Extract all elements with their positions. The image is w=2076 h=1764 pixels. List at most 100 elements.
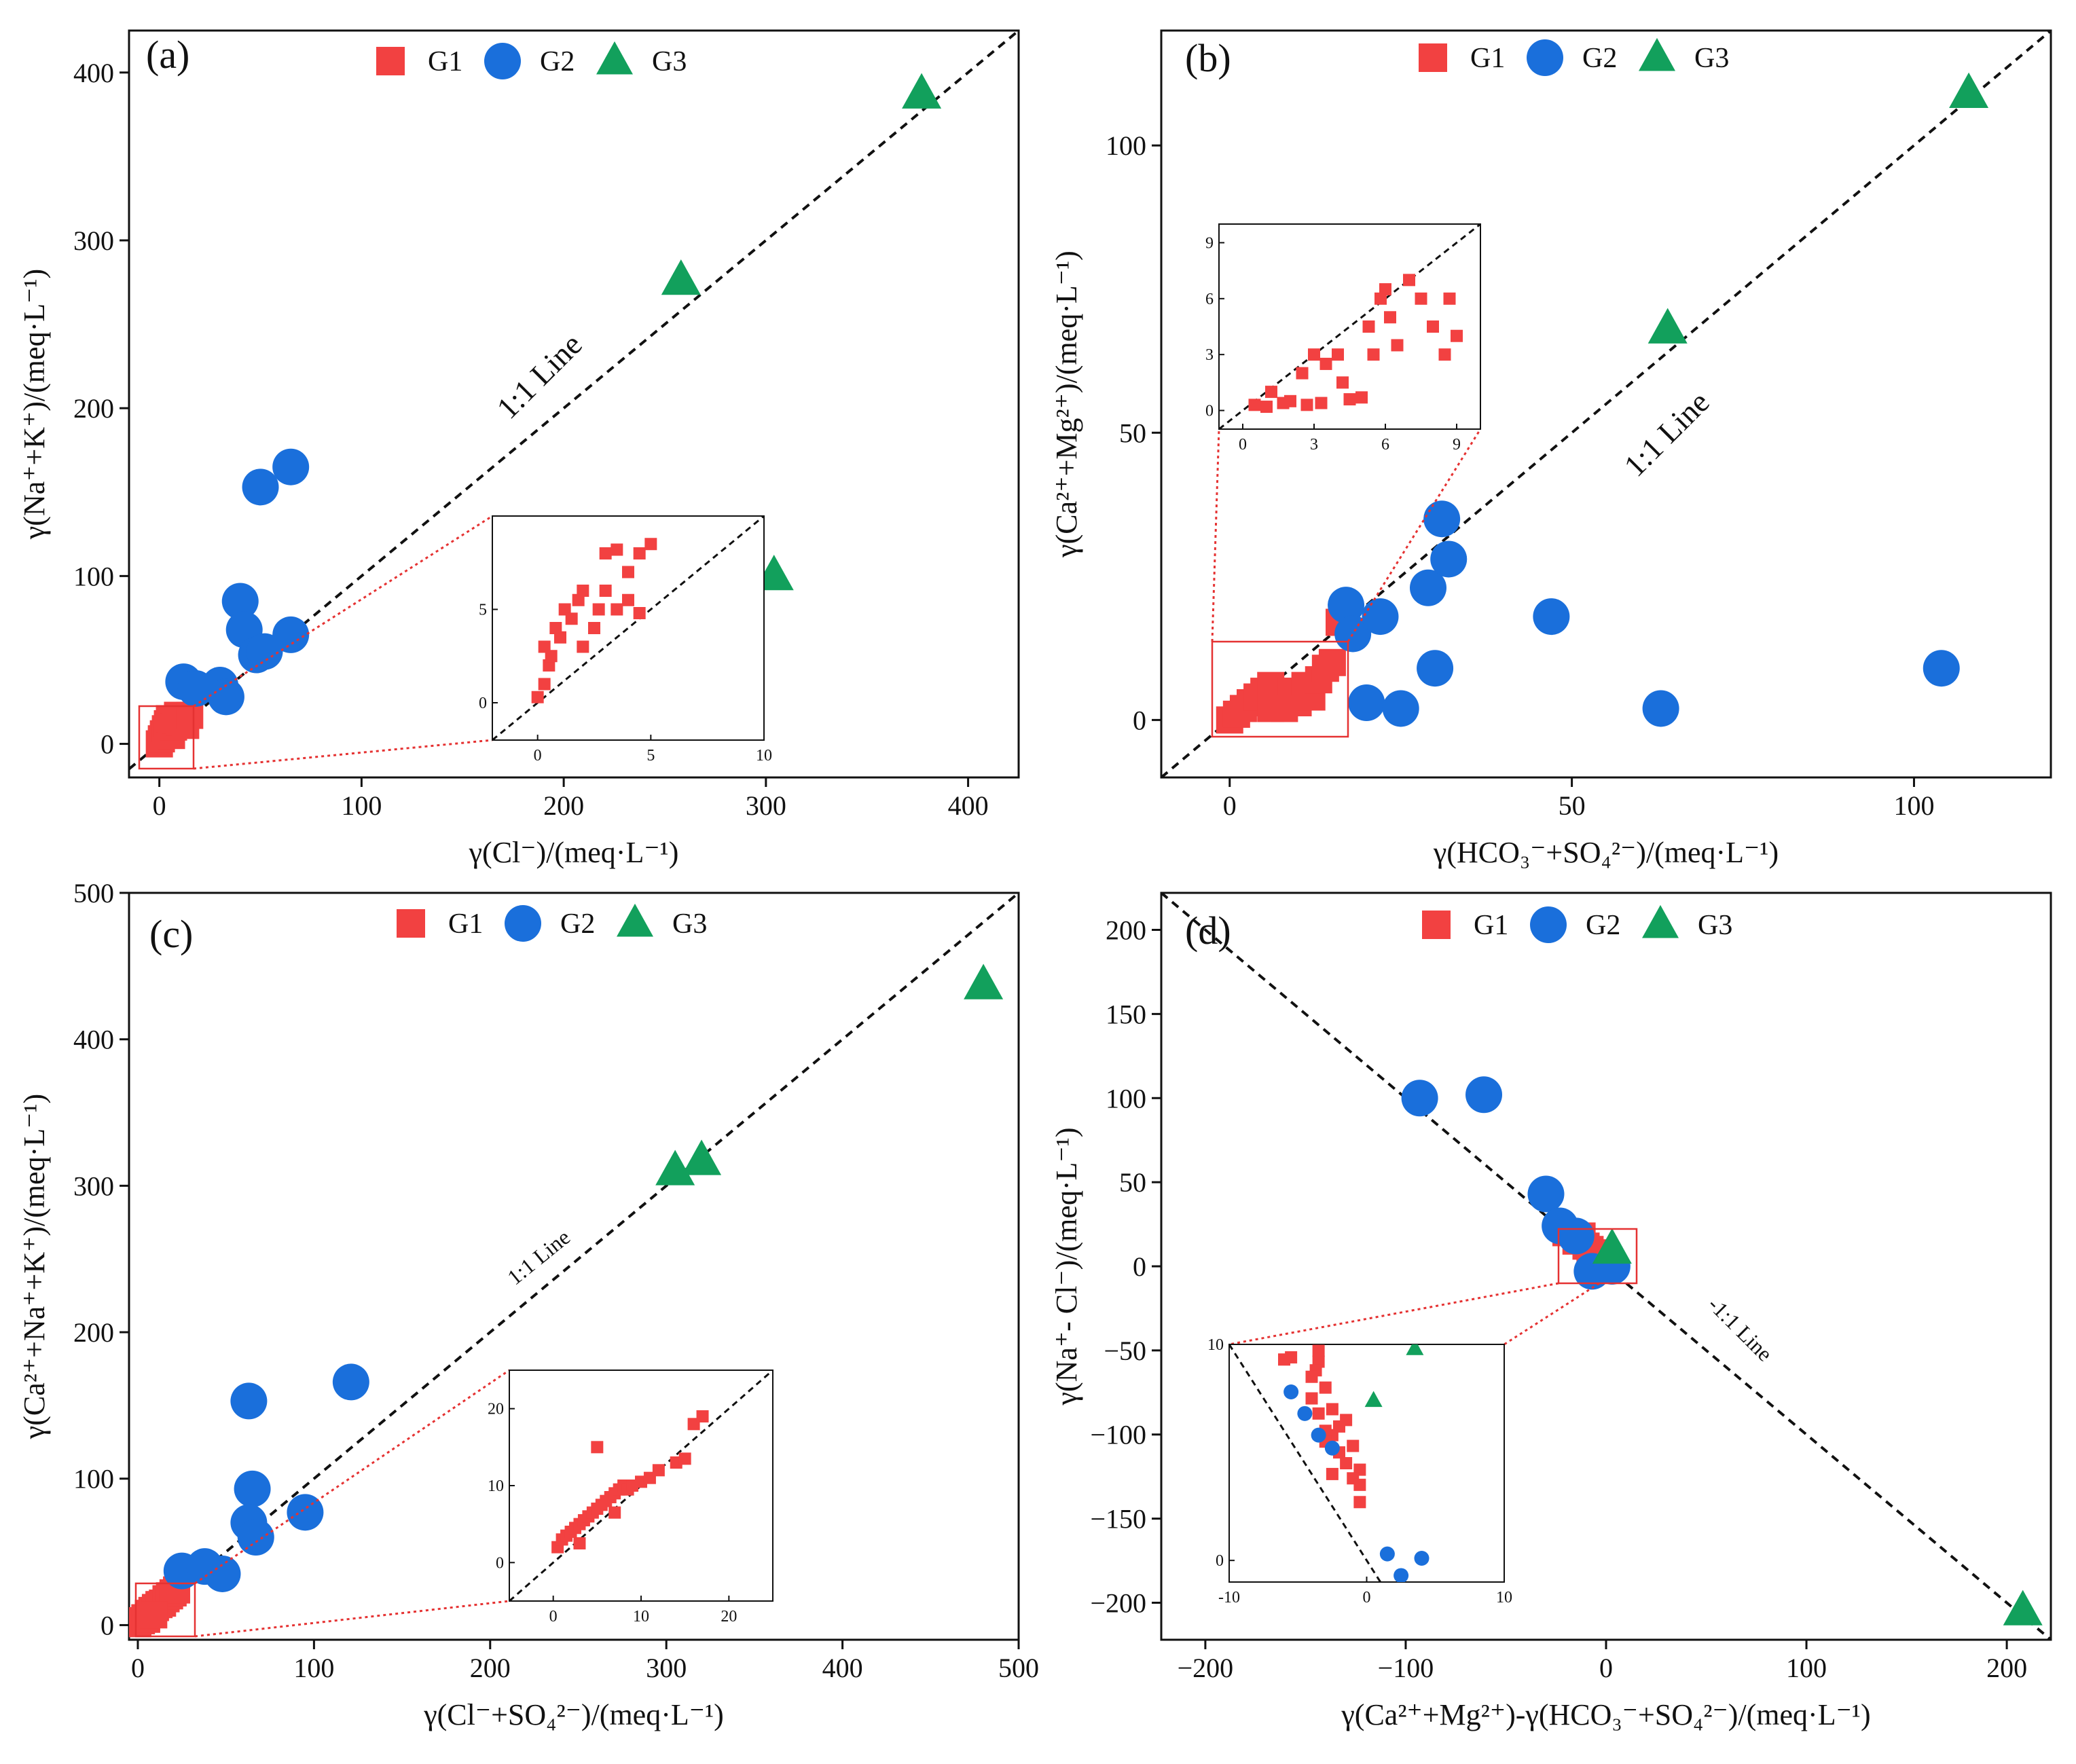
inset-point-g1 (1379, 283, 1391, 296)
inset-point-g1 (1285, 1351, 1298, 1364)
panel-label: (b) (1185, 36, 1231, 80)
point-g2 (1423, 500, 1461, 538)
inset-point-g1 (1343, 393, 1356, 406)
x-tick-label: 50 (1559, 790, 1586, 821)
point-g2 (237, 1519, 274, 1556)
point-g3 (682, 1139, 722, 1175)
inset-point-g3 (1364, 1391, 1383, 1408)
inset-point-g1 (1332, 348, 1344, 361)
legend-label-g2: G2 (540, 46, 575, 77)
y-tick-label: 200 (1106, 915, 1146, 946)
x-tick-label: 0 (1599, 1653, 1613, 1683)
inset-point-g1 (1362, 320, 1375, 333)
y-tick-label: 100 (73, 561, 114, 591)
point-g3 (1592, 1228, 1632, 1264)
inset-point-g1 (588, 622, 600, 634)
inset-point-g1 (1384, 311, 1396, 324)
inset-point-g1 (1296, 367, 1309, 380)
inset-y-tick-label: 10 (1207, 1336, 1224, 1354)
inset-x-tick-label: 0 (1363, 1589, 1371, 1606)
y-tick-label: 0 (1133, 705, 1146, 735)
zoom-connector (1347, 428, 1482, 642)
zoom-box (1211, 640, 1349, 738)
inset-a: 0 5 10 0 5 (479, 515, 772, 765)
inset-point-g1 (554, 631, 566, 644)
point-g3 (661, 259, 701, 295)
zoom-connector (1211, 428, 1220, 642)
inset-point-g1 (678, 1452, 691, 1465)
plot-frame (1160, 29, 2052, 779)
zoom-connector (193, 739, 493, 770)
inset-d: -10 0 10 0 10 (1207, 1336, 1512, 1606)
inset-point-g1 (1374, 292, 1387, 305)
inset-point-g1 (1415, 292, 1427, 305)
inset-point-g1 (1315, 397, 1328, 409)
inset-point-g1 (1443, 292, 1456, 305)
zoom-connector (194, 1600, 510, 1638)
y-axis-label: γ(Na⁺+K⁺)/(meq·L⁻¹) (18, 269, 51, 540)
point-g2 (1382, 690, 1419, 727)
y-tick-label: 50 (1119, 1167, 1146, 1198)
reference-line-label: 1:1 Line (490, 327, 588, 425)
legend-label-g2: G2 (1582, 43, 1617, 74)
inset-content (1219, 224, 1480, 429)
panel-label: (d) (1185, 908, 1231, 953)
inset-point-g1 (633, 547, 646, 559)
inset-point-g1 (1312, 1407, 1325, 1420)
reference-line (129, 893, 1019, 1634)
y-axis-label: γ(Ca²⁺+Na⁺+K⁺)/(meq·L⁻¹) (18, 1094, 51, 1439)
legend-marker-g2 (1527, 39, 1563, 76)
point-g3 (655, 1150, 695, 1186)
point-g2 (1527, 1175, 1565, 1213)
inset-b: 0 3 6 9 0 3 6 9 (1205, 223, 1481, 454)
inset-point-g1 (577, 640, 589, 653)
legend-marker-g3 (1642, 904, 1679, 938)
inset-y-tick-label: 0 (479, 695, 487, 712)
inset-content (509, 1370, 773, 1601)
inset-point-g1 (1353, 1478, 1366, 1491)
x-tick-label: 400 (948, 790, 989, 821)
inset-content (1229, 1344, 1429, 1582)
y-tick-label: 150 (1106, 999, 1146, 1029)
inset-x-tick-label: 10 (633, 1608, 649, 1625)
legend-label-g2: G2 (1586, 910, 1620, 941)
inset-ref-line (1229, 1344, 1382, 1582)
x-tick-label: 100 (293, 1653, 334, 1683)
inset-y-tick-label: 0 (1205, 403, 1214, 420)
inset-x-tick-label: 0 (549, 1608, 558, 1625)
zoom-connector (1504, 1282, 1600, 1346)
inset-point-g1 (608, 1506, 621, 1519)
inset-point-g1 (538, 678, 551, 691)
point-g2 (1328, 587, 1365, 624)
legend: G1 G2 G3 (1422, 904, 1732, 943)
inset-point-g1 (538, 640, 551, 653)
y-axis-label: γ(Ca²⁺+Mg²⁺)/(meq·L⁻¹) (1050, 251, 1083, 558)
y-tick-label: 0 (101, 1610, 114, 1640)
y-tick-label: 300 (73, 1171, 114, 1201)
point-g3 (964, 963, 1004, 999)
data-layer (1161, 31, 2051, 777)
inset-point-g1 (1308, 348, 1320, 361)
inset-point-g3 (1406, 1344, 1424, 1355)
plot-frame (128, 892, 1020, 1641)
inset-c: 0 10 20 0 10 20 (488, 1370, 773, 1625)
x-axis-label: γ(Cl⁻+SO₄²⁻)/(meq·L⁻¹) (423, 1698, 724, 1731)
x-tick-label: 0 (1223, 790, 1237, 821)
point-g2 (230, 1382, 268, 1420)
x-axis-label: γ(Cl⁻)/(meq·L⁻¹) (469, 836, 679, 869)
x-tick-label: 100 (1786, 1653, 1827, 1683)
legend-label-g1: G1 (428, 46, 462, 77)
y-tick-label: 400 (73, 1025, 114, 1055)
legend: G1 G2 G3 (376, 41, 687, 79)
legend-marker-g1 (1419, 43, 1447, 72)
inset-y-tick-label: 3 (1205, 346, 1214, 364)
y-tick-label: 300 (73, 225, 114, 256)
panel-a: 0 100 200 300 4000100200300400γ(Cl⁻)/(meq·L⁻… (18, 29, 1020, 869)
y-tick-label: −50 (1104, 1336, 1146, 1366)
point-g3 (902, 73, 942, 109)
inset-point-g1 (1326, 1467, 1339, 1480)
inset-ref-line (1219, 224, 1480, 429)
point-g1 (1318, 648, 1346, 676)
